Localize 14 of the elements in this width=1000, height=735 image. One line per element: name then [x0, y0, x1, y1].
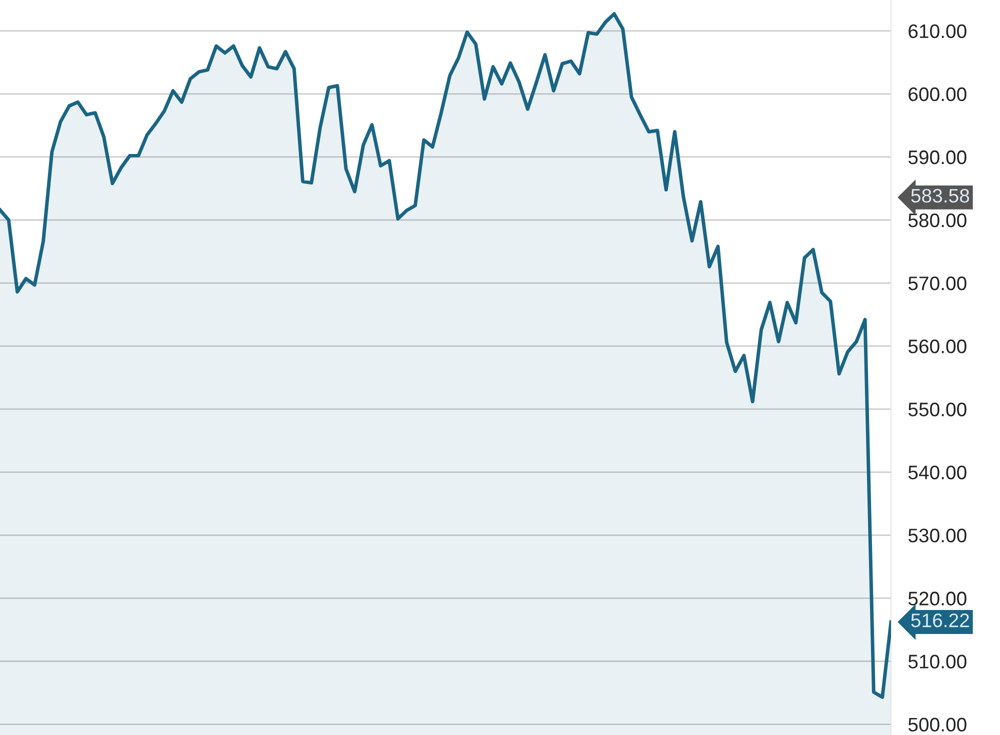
- y-tick-label: 590.00: [908, 150, 966, 164]
- y-tick-label: 600.00: [908, 87, 966, 102]
- y-tick-label: 580.00: [908, 213, 966, 228]
- y-tick-label: 530.00: [908, 528, 966, 542]
- y-tick-label: 520.00: [908, 592, 966, 606]
- y-tick-label: 570.00: [908, 276, 966, 290]
- text: 583.58: [911, 188, 970, 203]
- y-tick-label: 540.00: [908, 466, 966, 480]
- y-tick-label: 510.00: [908, 654, 966, 668]
- y-tick-label: 560.00: [908, 340, 966, 354]
- y-tick-label: 500.00: [908, 718, 966, 732]
- y-tick-label: 550.00: [908, 402, 966, 416]
- text: 516.22: [911, 613, 969, 628]
- y-tick-label: 610.00: [908, 24, 966, 38]
